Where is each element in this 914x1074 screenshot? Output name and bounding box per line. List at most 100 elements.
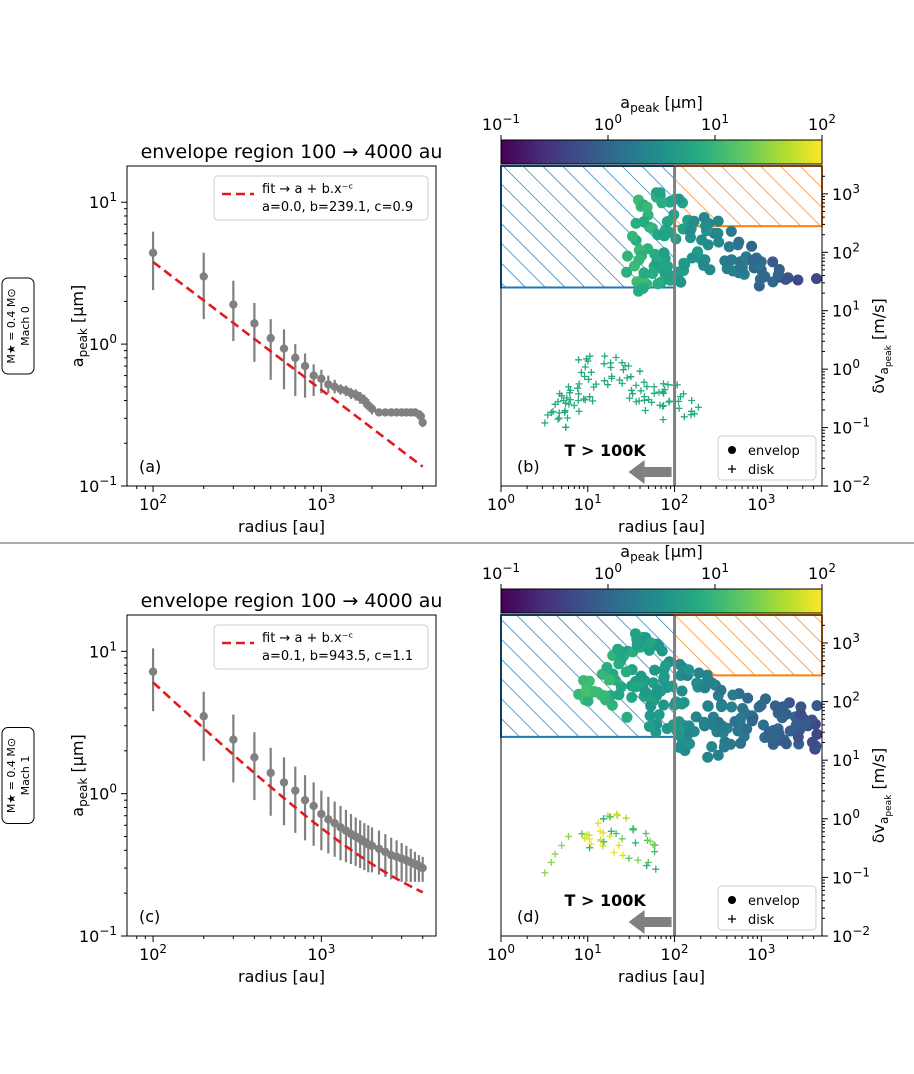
envelope-point [690, 711, 702, 723]
disk-point [614, 812, 621, 820]
fit-line [152, 681, 424, 894]
envelope-point [651, 686, 663, 698]
y-tick-label: 10−1 [79, 924, 117, 946]
disk-point [652, 865, 660, 873]
disk-point [581, 834, 589, 842]
data-point [148, 248, 158, 258]
x-tick-label: 100 [487, 942, 515, 964]
data-point [229, 300, 238, 309]
colorbar-tick-label: 102 [808, 561, 836, 583]
disk-point [565, 383, 573, 391]
envelope-point [662, 216, 674, 228]
envelope-point [662, 260, 673, 272]
legend-fit-label: fit → a + b.x⁻ᶜ [262, 182, 353, 197]
envelope-point [627, 230, 638, 242]
disk-point [587, 840, 595, 848]
y-tick-label: 102 [832, 690, 860, 712]
y-tick-label: 100 [89, 332, 117, 354]
disk-point [625, 362, 632, 370]
x-tick-label: 102 [661, 942, 689, 964]
y-tick-label: 10−2 [832, 474, 870, 496]
y-tick-label: 100 [832, 357, 860, 379]
envelope-point [674, 730, 686, 742]
row-label-line1: M★ = 0.4 M⊙ [5, 738, 18, 813]
envelope-point [631, 633, 643, 645]
disk-point [585, 375, 593, 383]
envelope-point [753, 701, 765, 713]
disk-point [575, 380, 583, 388]
envelope-point [746, 240, 758, 252]
disk-point [688, 397, 696, 404]
data-point [367, 404, 377, 414]
envelope-point [726, 254, 738, 266]
disk-point [606, 832, 614, 840]
data-point [291, 786, 300, 795]
envelope-point [635, 670, 647, 682]
disk-point [551, 850, 559, 858]
disk-point [680, 413, 688, 421]
disk-point [544, 411, 552, 419]
envelope-point [741, 723, 753, 735]
disk-point [606, 813, 614, 821]
envelope-point [647, 268, 659, 279]
envelope-point [701, 669, 713, 681]
envelope-point [754, 273, 766, 285]
colorbar-label: apeak [µm] [620, 542, 702, 564]
disk-point [622, 814, 630, 822]
disk-point [566, 386, 574, 394]
y-tick-label: 10−1 [832, 416, 870, 438]
envelope-point [615, 681, 627, 693]
envelope-point [637, 283, 649, 294]
disk-point [574, 397, 582, 405]
envelope-point [723, 241, 735, 253]
disk-point [547, 858, 555, 866]
disk-point [575, 407, 583, 415]
disk-point [575, 390, 583, 398]
legend-box [717, 885, 817, 931]
envelope-point [736, 261, 748, 273]
row-label-line1: M★ = 0.4 M⊙ [5, 288, 18, 363]
disk-point [612, 830, 620, 837]
envelope-point [653, 709, 665, 721]
data-point [291, 353, 300, 363]
disk-point [554, 415, 562, 423]
disk-point [586, 393, 594, 401]
disk-point [629, 825, 637, 833]
y-tick-label: 10−1 [832, 865, 870, 887]
envelope-point [684, 225, 696, 237]
y-tick-label: 102 [832, 240, 860, 262]
data-point [279, 778, 289, 787]
panel-label: (c) [139, 907, 160, 926]
envelope-point [645, 700, 657, 712]
fit-line [152, 260, 424, 468]
envelope-point [652, 278, 664, 290]
envelope-point [716, 701, 727, 713]
disk-point [634, 856, 642, 864]
envelope-point [658, 230, 670, 242]
data-point [266, 334, 275, 343]
legend-envelop-label: envelop [748, 894, 800, 909]
disk-point [558, 842, 566, 850]
envelope-point [725, 225, 737, 237]
disk-point [566, 396, 574, 404]
disk-point [612, 354, 620, 361]
envelope-point [629, 681, 641, 693]
axes-frame [126, 165, 437, 487]
disk-point [607, 364, 615, 371]
envelope-point [676, 685, 688, 697]
envelope-point [693, 667, 705, 679]
orange-hatch-region [673, 614, 823, 677]
y-axis-label: δvapeak [m/s] [869, 748, 894, 844]
envelope-point [620, 666, 632, 678]
temperature-label: T > 100K [565, 441, 647, 460]
disk-point [660, 402, 668, 410]
disk-point [547, 409, 555, 417]
envelope-point [712, 749, 724, 761]
data-point [266, 768, 275, 778]
disk-point [661, 386, 669, 394]
disk-point [619, 366, 627, 374]
legend-envelop-label: envelop [748, 444, 800, 459]
envelope-point [735, 712, 747, 724]
data-point [148, 667, 158, 676]
row-label-box [1, 727, 35, 824]
